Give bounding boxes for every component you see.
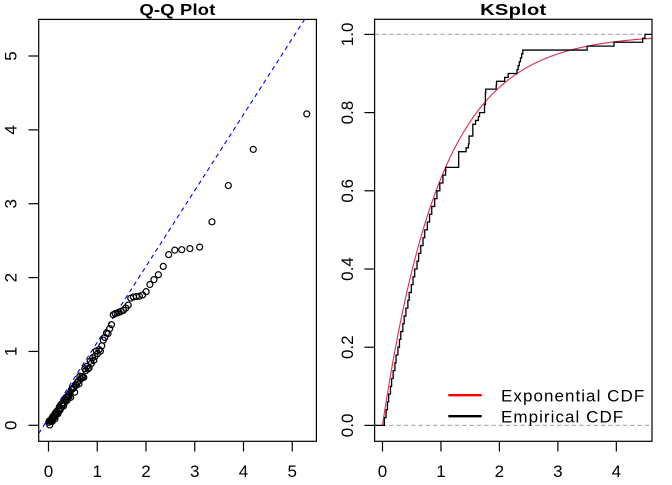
- svg-text:5: 5: [1, 51, 20, 60]
- svg-text:4: 4: [612, 462, 621, 480]
- svg-text:0.2: 0.2: [338, 335, 357, 359]
- svg-text:4: 4: [239, 462, 248, 480]
- svg-text:5: 5: [288, 462, 297, 480]
- svg-text:3: 3: [1, 199, 20, 208]
- svg-text:0.8: 0.8: [338, 101, 357, 125]
- svg-text:2: 2: [141, 462, 150, 480]
- svg-text:0: 0: [44, 462, 53, 480]
- svg-text:Empirical CDF: Empirical CDF: [501, 407, 624, 426]
- svg-text:1: 1: [93, 462, 102, 480]
- svg-text:Exponential CDF: Exponential CDF: [501, 386, 645, 405]
- svg-text:Q-Q Plot: Q-Q Plot: [139, 0, 215, 19]
- svg-text:1: 1: [1, 347, 20, 356]
- svg-text:KSplot: KSplot: [480, 1, 546, 19]
- svg-text:0.6: 0.6: [338, 179, 357, 203]
- svg-text:0: 0: [378, 462, 387, 480]
- svg-text:0.4: 0.4: [338, 257, 357, 281]
- svg-text:2: 2: [1, 273, 20, 282]
- svg-text:3: 3: [553, 462, 562, 480]
- svg-text:3: 3: [190, 462, 199, 480]
- svg-text:0: 0: [1, 421, 20, 430]
- svg-text:0.0: 0.0: [338, 414, 357, 438]
- svg-text:1: 1: [436, 462, 445, 480]
- svg-text:2: 2: [495, 462, 504, 480]
- svg-text:1.0: 1.0: [338, 23, 357, 47]
- svg-text:4: 4: [1, 125, 20, 134]
